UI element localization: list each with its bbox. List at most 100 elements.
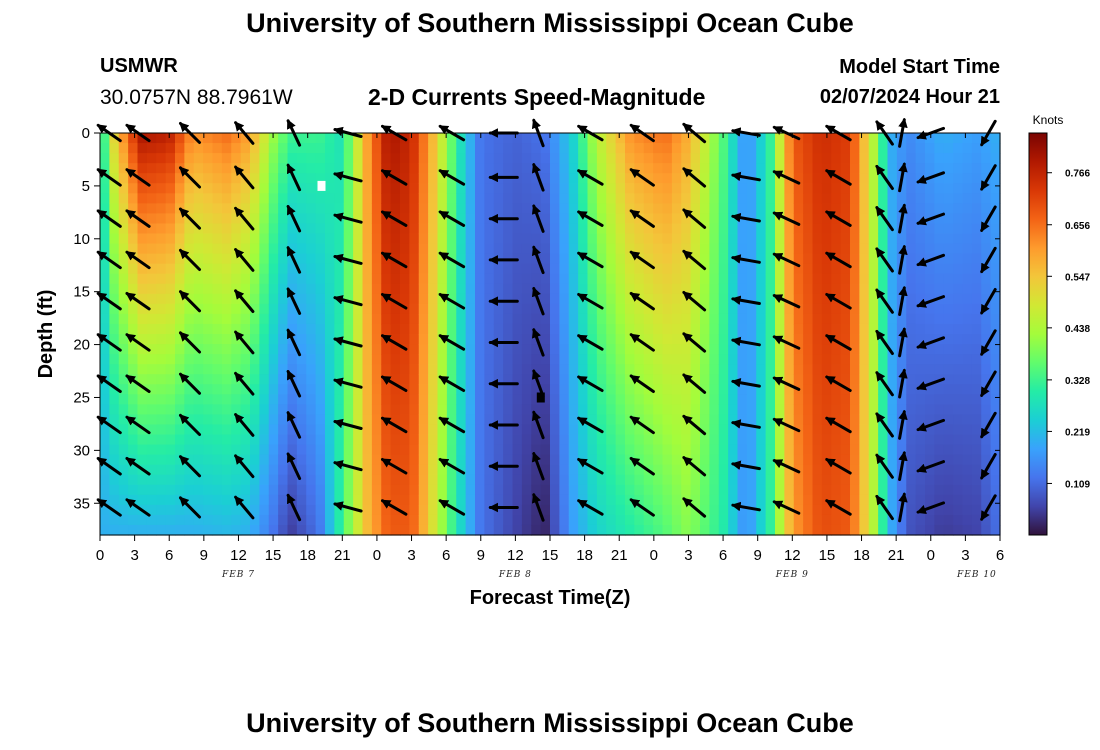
heatmap-cell	[343, 323, 354, 335]
heatmap-cell	[184, 233, 195, 245]
heatmap-cell	[400, 233, 410, 245]
heatmap-cell	[793, 474, 804, 486]
heatmap-cell	[821, 133, 832, 144]
colorbar-tick-label: 0.109	[1065, 479, 1090, 490]
heatmap-cell	[718, 133, 729, 144]
heatmap-cell	[203, 253, 214, 265]
heatmap-cell	[746, 313, 757, 325]
heatmap-cell	[306, 464, 317, 476]
currents-chart: 0 3 6 9 12 15 18 21 0 3 6 9 12 15 18 21 0 3 6 9 12 15 18 21 0 3 6F…	[35, 113, 1090, 609]
heatmap-cell	[643, 183, 654, 194]
heatmap-cell	[812, 233, 823, 245]
current-arrow	[380, 499, 408, 516]
heatmap-cell	[550, 384, 560, 395]
heatmap-cell	[475, 203, 485, 214]
heatmap-cell	[203, 514, 214, 526]
heatmap-cell	[550, 524, 560, 536]
heatmap-cell	[428, 193, 439, 204]
heatmap-cell	[653, 374, 664, 385]
heatmap-cell	[887, 354, 898, 365]
heatmap-cell	[850, 364, 860, 375]
heatmap-cell	[690, 283, 701, 295]
heatmap-cell	[728, 243, 739, 255]
heatmap-cell	[793, 484, 804, 496]
heatmap-cell	[278, 454, 289, 466]
heatmap-cell	[503, 474, 514, 486]
heatmap-cell	[803, 444, 814, 456]
heatmap-cell	[212, 494, 223, 506]
heatmap-cell	[737, 404, 748, 415]
heatmap-cell	[306, 524, 317, 536]
heatmap-cell	[437, 474, 448, 486]
heatmap-cell	[643, 323, 654, 335]
heatmap-cell	[718, 303, 729, 315]
current-arrow	[772, 335, 801, 350]
heatmap-cell	[343, 263, 354, 275]
heatmap-cell	[887, 313, 898, 325]
heatmap-cell	[887, 283, 898, 295]
heatmap-cell	[850, 464, 860, 476]
heatmap-cell	[146, 344, 157, 355]
heatmap-cell	[212, 524, 223, 536]
heatmap-cell	[803, 424, 814, 436]
heatmap-cell	[587, 223, 598, 235]
heatmap-cell	[465, 384, 476, 395]
heatmap-cell	[437, 233, 448, 245]
heatmap-cell	[990, 313, 1001, 325]
heatmap-cell	[821, 394, 832, 405]
heatmap-cell	[737, 374, 748, 385]
heatmap-cell	[278, 283, 289, 295]
heatmap-cell	[690, 233, 701, 245]
heatmap-cell	[559, 303, 570, 315]
heatmap-cell	[756, 133, 767, 144]
heatmap-cell	[315, 133, 326, 144]
heatmap-cell	[981, 364, 992, 375]
heatmap-cell	[381, 273, 392, 285]
heatmap-cell	[662, 253, 673, 265]
current-arrow	[286, 204, 302, 233]
heatmap-cell	[887, 404, 898, 415]
heatmap-cell	[568, 253, 579, 265]
heatmap-cell	[953, 273, 964, 285]
heatmap-cell	[203, 173, 214, 184]
heatmap-cell	[925, 454, 935, 466]
current-arrow	[682, 456, 707, 477]
heatmap-cell	[512, 404, 523, 415]
heatmap-cell	[812, 404, 823, 415]
heatmap-cell	[737, 524, 748, 536]
heatmap-cell	[671, 494, 682, 506]
heatmap-cell	[381, 243, 392, 255]
y-tick-label: 10	[73, 231, 90, 248]
heatmap-cell	[400, 494, 410, 506]
heatmap-cell	[718, 153, 729, 164]
heatmap-cell	[596, 223, 607, 235]
heatmap-cell	[653, 243, 664, 255]
heatmap-cell	[184, 133, 195, 144]
heatmap-cell	[859, 243, 870, 255]
heatmap-cell	[775, 494, 785, 506]
heatmap-cell	[343, 193, 354, 204]
heatmap-cell	[156, 133, 167, 144]
heatmap-cell	[137, 203, 148, 214]
heatmap-cell	[887, 484, 898, 496]
heatmap-cell	[746, 434, 757, 446]
heatmap-cell	[475, 293, 485, 305]
heatmap-cell	[475, 153, 485, 164]
heatmap-cell	[718, 404, 729, 415]
heatmap-cell	[578, 183, 589, 194]
heatmap-cell	[493, 223, 504, 235]
heatmap-cell	[653, 133, 664, 144]
heatmap-cell	[296, 354, 307, 365]
heatmap-cell	[784, 464, 795, 476]
heatmap-cell	[859, 454, 870, 466]
heatmap-cell	[615, 313, 626, 325]
heatmap-cell	[503, 243, 514, 255]
heatmap-cell	[400, 474, 410, 486]
heatmap-cell	[353, 243, 364, 255]
heatmap-cell	[343, 303, 354, 315]
heatmap-cell	[812, 474, 823, 486]
heatmap-cell	[146, 514, 157, 526]
heatmap-cell	[512, 153, 523, 164]
heatmap-cell	[221, 484, 232, 496]
heatmap-cell	[268, 414, 279, 426]
